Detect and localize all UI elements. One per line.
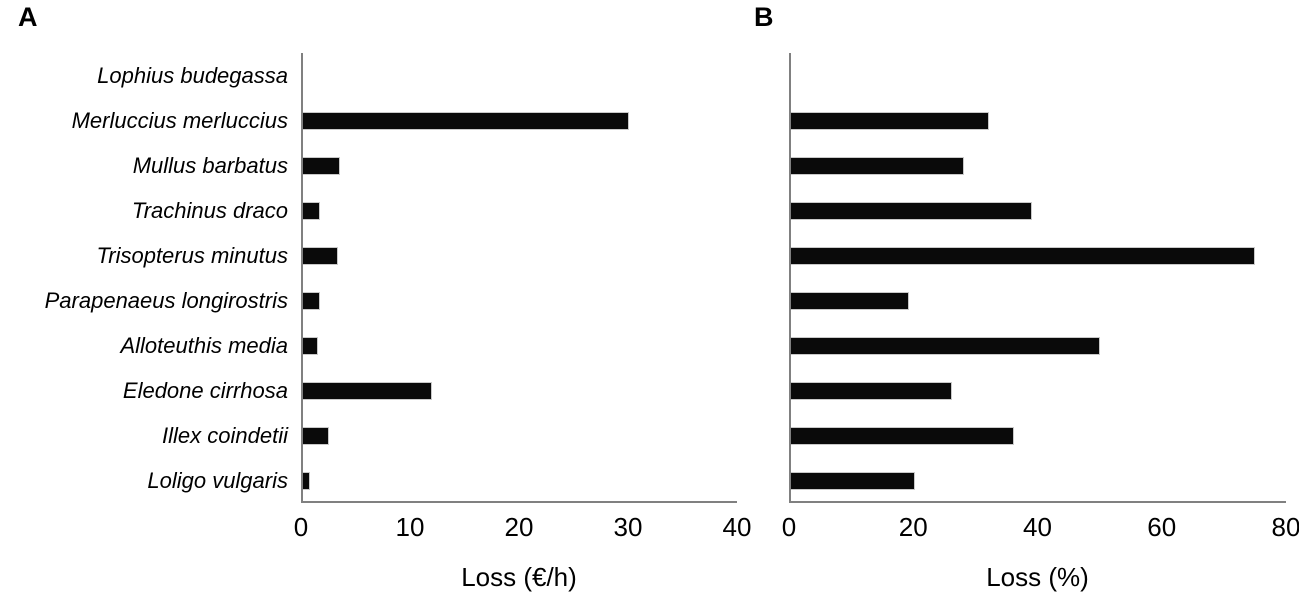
bar (303, 201, 321, 220)
bar (303, 381, 433, 400)
bar-row (791, 458, 1286, 503)
bar-row (791, 233, 1286, 278)
bar (303, 291, 321, 310)
bar (303, 111, 629, 130)
bar-row (303, 368, 737, 413)
bar-row (303, 188, 737, 233)
bar-row (791, 278, 1286, 323)
bar (791, 471, 915, 490)
category-label: Trisopterus minutus (96, 243, 288, 268)
category-label: Parapenaeus longirostris (44, 288, 288, 313)
bar-row (791, 413, 1286, 458)
category-label: Loligo vulgaris (147, 468, 288, 493)
x-tick-label: 40 (722, 512, 752, 542)
x-axis-title: Loss (%) (986, 562, 1089, 592)
bar (791, 336, 1101, 355)
x-tick-label: 20 (898, 512, 928, 542)
bar-row (303, 413, 737, 458)
category-label: Eledone cirrhosa (122, 378, 288, 403)
category-label: Illex coindetii (162, 423, 288, 448)
category-label: Mullus barbatus (132, 153, 288, 178)
x-tick-label: 30 (613, 512, 643, 542)
panel-letter: B (754, 2, 774, 32)
category-label: Merluccius merluccius (71, 108, 288, 133)
bar-row (303, 458, 737, 503)
plot-area (789, 53, 1286, 503)
category-label: Lophius budegassa (97, 63, 288, 88)
category-labels: Lophius budegassa Merluccius merluccius Mu… (0, 53, 288, 503)
bar (791, 201, 1033, 220)
x-tick-label: 10 (395, 512, 425, 542)
bar (791, 426, 1014, 445)
bar-row (791, 323, 1286, 368)
bar (303, 246, 338, 265)
bar (791, 111, 989, 130)
x-axis-title: Loss (€/h) (461, 562, 577, 592)
bar-row (791, 143, 1286, 188)
bar (303, 426, 330, 445)
bar-row (303, 233, 737, 278)
x-tick-label: 0 (781, 512, 797, 542)
x-tick-label: 80 (1271, 512, 1299, 542)
x-tick-label: 60 (1147, 512, 1177, 542)
plot-area (301, 53, 737, 503)
bar-row (791, 98, 1286, 143)
category-label: Alloteuthis media (120, 333, 288, 358)
bar (791, 291, 909, 310)
bar-row (303, 98, 737, 143)
bar (791, 156, 965, 175)
bar (303, 336, 319, 355)
bar-row (303, 278, 737, 323)
bar-row (791, 53, 1286, 98)
x-tick-label: 0 (293, 512, 309, 542)
panel-letter: A (18, 2, 38, 32)
bar (791, 246, 1256, 265)
bar-row (303, 143, 737, 188)
x-tick-label: 20 (504, 512, 534, 542)
bar (791, 381, 952, 400)
bar-row (791, 188, 1286, 233)
bar-row (303, 323, 737, 368)
category-label: Trachinus draco (131, 198, 288, 223)
bar (303, 471, 310, 490)
bar-row (791, 368, 1286, 413)
bar-row (303, 53, 737, 98)
x-tick-label: 40 (1023, 512, 1052, 542)
bar (303, 156, 340, 175)
